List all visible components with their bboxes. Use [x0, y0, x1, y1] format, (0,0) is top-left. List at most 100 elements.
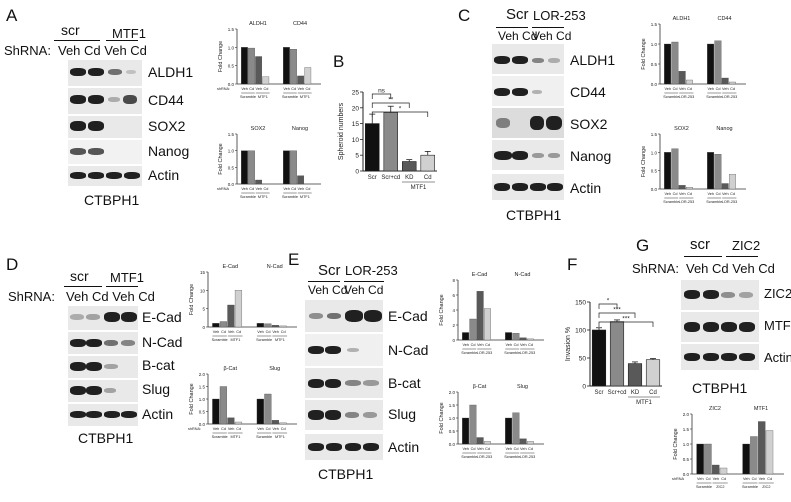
blot-row-aldh1 [492, 44, 564, 74]
bar [271, 325, 279, 328]
bar [714, 154, 722, 190]
blot-row-actin [68, 166, 142, 186]
group-label: LOR-253 [722, 200, 737, 204]
y-tick-label: 2.0 [449, 390, 456, 395]
y-axis-label: Fold Change [218, 41, 224, 73]
bar [704, 443, 712, 475]
y-axis-label: Invasion % [565, 327, 572, 361]
bar [519, 438, 527, 445]
y-tick-label: 1.5 [651, 22, 658, 27]
y-tick-label: 0.0 [228, 182, 235, 187]
panel-letter-f: F [567, 255, 578, 274]
lane-label: Veh [272, 427, 279, 431]
group-label-scr: Scr [506, 6, 529, 23]
y-tick-label: 4 [452, 308, 455, 313]
group-label: Scramble [461, 455, 477, 459]
y-tick-label: 0.5 [449, 429, 456, 434]
bar [750, 436, 758, 475]
row-label: N-Cad [142, 334, 183, 350]
bar [678, 71, 686, 85]
group-label-lor253: LOR-253 [345, 263, 398, 278]
y-tick-label: 0.5 [199, 410, 206, 415]
y-tick-label: 10 [200, 288, 206, 293]
bar [512, 333, 520, 341]
bar [279, 422, 287, 425]
row-label: ALDH1 [570, 52, 616, 68]
lane-label: Veh [477, 447, 484, 451]
y-tick-label: 2.0 [199, 372, 206, 377]
group-label: MTF1 [411, 185, 427, 191]
sig-label: * [607, 298, 610, 305]
y-tick-label: 0.5 [651, 62, 658, 67]
y-axis-label: Fold Change [673, 428, 679, 460]
lane-label: Cd [673, 87, 678, 91]
lane-label: Veh [679, 192, 686, 196]
y-tick-label: 1.0 [651, 150, 658, 155]
row-label: ALDH1 [148, 64, 194, 80]
bar [241, 47, 248, 85]
bar [758, 421, 766, 475]
group-label-lor253: LOR-253 [533, 8, 586, 23]
y-tick-label: 0 [202, 325, 205, 330]
bar [219, 321, 227, 328]
group-label-mtf1: MTF1 [112, 26, 146, 41]
y-tick-label: 15 [352, 121, 360, 128]
lane-prefix: shRNA: [217, 87, 230, 91]
lane-label: Veh [241, 187, 248, 191]
sig-label: *** [622, 316, 630, 323]
group-label: MTF1 [300, 95, 310, 99]
sig-bracket [598, 312, 636, 318]
bar [264, 393, 272, 425]
group-label: MTF1 [275, 338, 285, 342]
y-tick-label: 100 [575, 328, 586, 335]
lane-label: Cd [263, 187, 268, 191]
lane-label: Cd [236, 330, 241, 334]
bar [721, 77, 729, 85]
blot-row-slug [68, 380, 138, 402]
bar [591, 329, 607, 387]
lane-label: Veh [283, 87, 290, 91]
blot-row-ecad [305, 300, 383, 332]
bar [462, 332, 470, 341]
lane-label: Cd [767, 477, 772, 481]
panel-letter-b: B [333, 52, 345, 71]
group-label-scr: Scr [318, 262, 341, 279]
y-tick-label: 1.0 [228, 45, 235, 50]
y-axis-label: Spheroid numbers [338, 102, 345, 160]
sig-bracket [598, 303, 618, 309]
series-label: SOX2 [251, 126, 266, 132]
bar [678, 185, 686, 190]
bar [728, 81, 736, 85]
bar [271, 420, 279, 425]
lane-label: Cd [291, 87, 296, 91]
bar [402, 161, 417, 172]
y-axis-label: Fold Change [439, 402, 445, 434]
bar [671, 41, 679, 85]
y-tick-label: 6 [452, 293, 455, 298]
group-label: MTF1 [230, 435, 240, 439]
blot-row-zic2 [681, 280, 759, 310]
group-underline [496, 27, 528, 29]
lane-label: Cd [687, 87, 692, 91]
group-underline [308, 281, 340, 283]
lane-label: Veh [213, 427, 220, 431]
group-label: Scramble [461, 351, 477, 355]
group-label: Scramble [663, 95, 679, 99]
cell-line-label: CTBPH1 [692, 380, 748, 396]
bar [283, 47, 290, 85]
row-label: Actin [764, 350, 791, 365]
lane-label: Veh [743, 477, 750, 481]
lane-label: Veh [707, 87, 714, 91]
lane-labels: Veh Cd [308, 283, 348, 297]
y-tick-label: 8 [452, 278, 455, 283]
bar [264, 323, 272, 328]
lane-label: Cd [221, 330, 226, 334]
series-label: Nanog [292, 126, 308, 132]
bar [255, 179, 263, 185]
bar [469, 318, 477, 341]
bar [383, 112, 398, 172]
cell-line-label: CTBPH1 [78, 430, 134, 446]
y-tick-label: 0.0 [228, 82, 235, 87]
lane-label: Veh [520, 343, 527, 347]
